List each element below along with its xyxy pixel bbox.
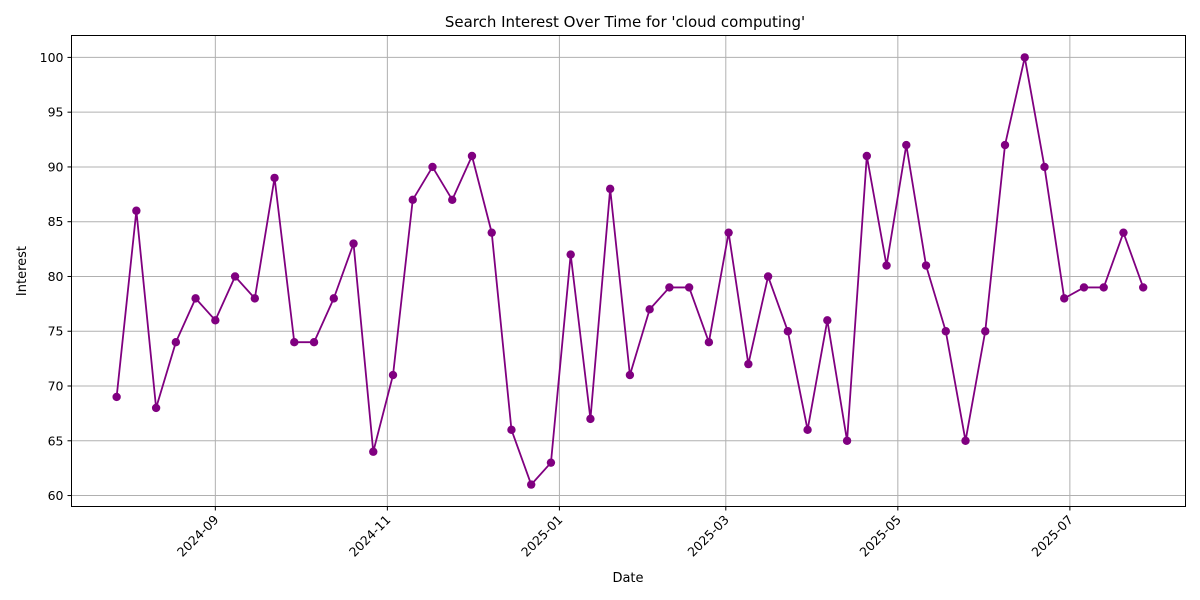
data-point xyxy=(704,337,714,347)
data-point xyxy=(151,403,161,413)
data-point xyxy=(645,305,654,314)
data-point xyxy=(902,140,911,150)
data-point xyxy=(1020,53,1029,62)
data-point xyxy=(270,173,279,183)
data-point xyxy=(783,327,793,336)
data-point xyxy=(290,337,299,347)
y-tick-label: 75 xyxy=(48,324,64,339)
data-point xyxy=(724,228,733,237)
data-point xyxy=(1099,283,1108,292)
data-point xyxy=(329,294,338,303)
y-axis-label: Interest xyxy=(15,246,30,296)
data-point xyxy=(448,195,457,205)
data-point xyxy=(1079,283,1089,292)
data-point xyxy=(250,294,260,303)
data-point xyxy=(665,283,674,292)
x-tick-label: 2024-11 xyxy=(346,512,394,560)
data-point xyxy=(1000,140,1010,150)
data-point xyxy=(408,195,417,205)
x-axis-label: Date xyxy=(612,571,643,586)
data-point xyxy=(882,261,891,270)
data-point xyxy=(309,337,319,347)
data-point xyxy=(842,436,852,445)
data-point xyxy=(171,337,181,347)
data-point xyxy=(625,370,635,380)
y-tick-label: 65 xyxy=(48,433,64,448)
series-line xyxy=(115,56,1145,486)
data-point xyxy=(369,447,378,456)
data-point xyxy=(1060,294,1069,303)
x-tick-label: 2025-05 xyxy=(856,512,904,560)
data-point xyxy=(586,414,595,424)
data-points xyxy=(112,53,1148,489)
data-point xyxy=(112,392,121,402)
data-point xyxy=(388,370,398,380)
x-tick-label: 2025-01 xyxy=(518,512,566,560)
data-point xyxy=(862,151,872,161)
y-tick-label: 80 xyxy=(48,269,64,284)
data-point xyxy=(823,316,832,325)
data-point xyxy=(1119,228,1128,237)
data-point xyxy=(1138,283,1148,292)
data-point xyxy=(981,327,990,336)
data-point xyxy=(527,480,536,489)
data-point xyxy=(349,239,358,248)
data-point xyxy=(507,425,516,435)
data-point xyxy=(961,436,970,445)
data-point xyxy=(191,294,200,303)
grid xyxy=(71,35,1186,507)
data-point xyxy=(132,206,141,215)
x-tick-label: 2024-09 xyxy=(174,512,222,560)
data-point xyxy=(487,228,496,237)
plot-frame xyxy=(71,35,1186,507)
data-point xyxy=(605,184,615,194)
data-point xyxy=(744,359,753,369)
x-tick-label: 2025-07 xyxy=(1028,512,1076,560)
y-tick-label: 60 xyxy=(48,488,64,503)
y-tick-label: 70 xyxy=(48,379,64,394)
data-point xyxy=(921,261,931,270)
data-point xyxy=(230,272,240,281)
data-point xyxy=(211,316,220,325)
data-point xyxy=(803,425,812,435)
chart-title: Search Interest Over Time for 'cloud com… xyxy=(445,13,805,31)
y-tick-label: 95 xyxy=(48,105,64,120)
y-tick-label: 90 xyxy=(48,159,64,174)
y-tick-label: 100 xyxy=(40,50,64,65)
data-point xyxy=(941,327,950,336)
data-point xyxy=(428,162,437,172)
series xyxy=(115,56,1145,486)
data-point xyxy=(566,250,575,259)
y-tick-label: 85 xyxy=(48,214,64,229)
data-point xyxy=(1040,162,1049,172)
ticks: 60 65 70 75 80 85 90 95 100 2024-09 2024-11 2025-01… xyxy=(40,50,1076,560)
data-point xyxy=(763,272,773,281)
data-point xyxy=(546,458,556,467)
data-point xyxy=(467,151,477,161)
data-point xyxy=(684,283,694,292)
x-tick-label: 2025-03 xyxy=(684,512,732,560)
